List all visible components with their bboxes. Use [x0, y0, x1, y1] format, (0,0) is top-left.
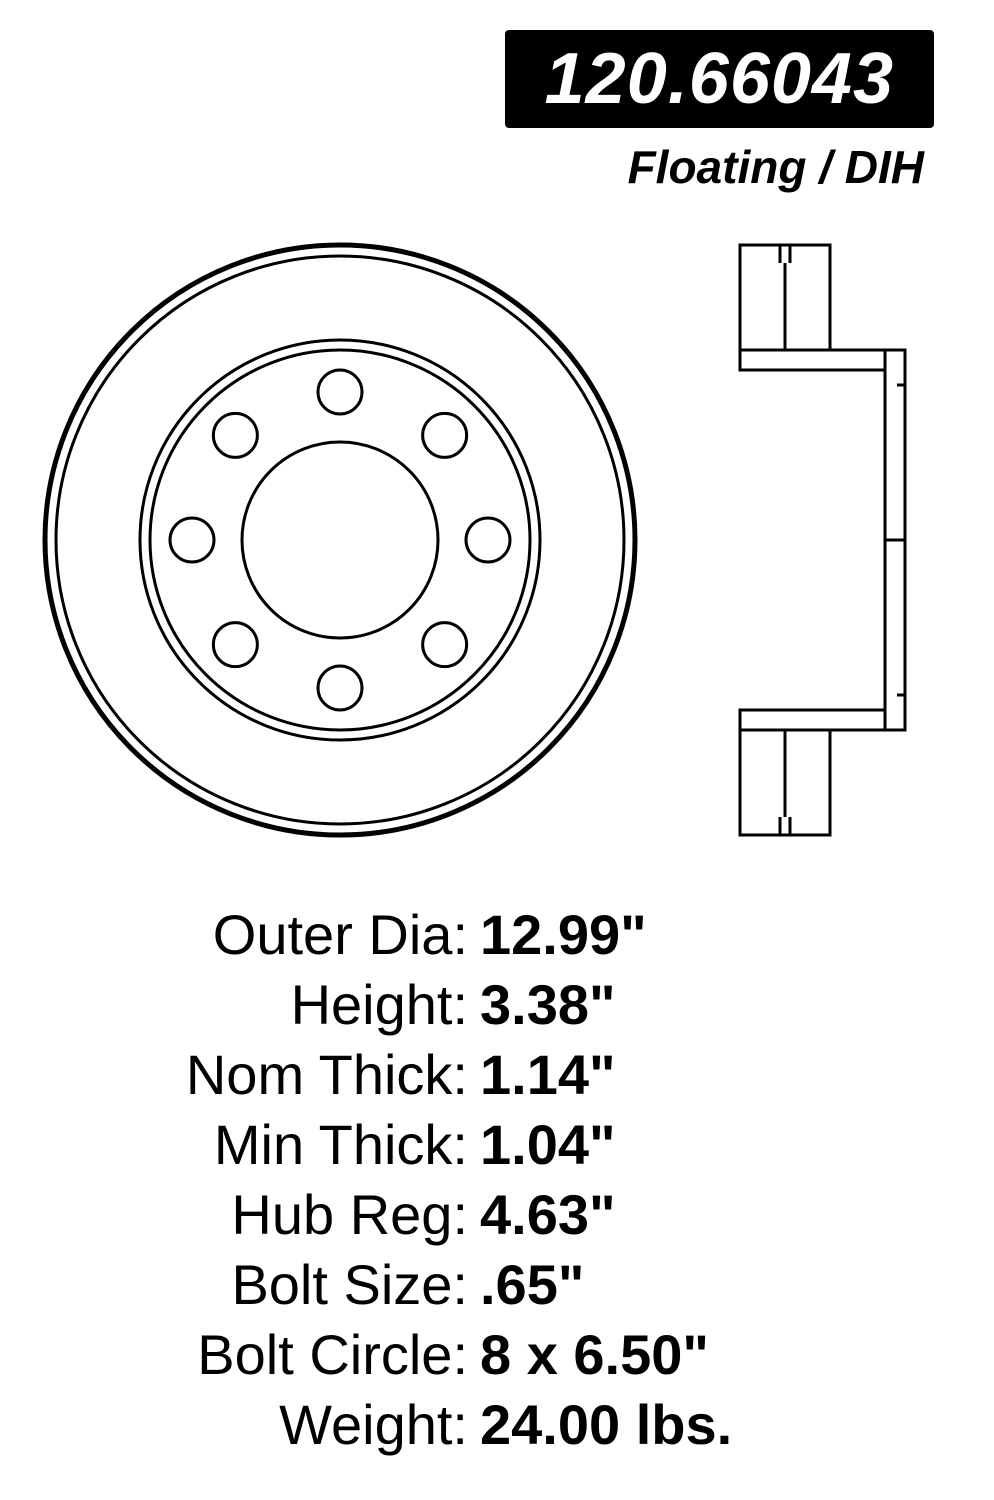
specs-table: Outer Dia:12.99"Height:3.38"Nom Thick:1.…: [0, 900, 994, 1460]
spec-label: Nom Thick:: [0, 1040, 480, 1110]
spec-value: 1.04": [480, 1110, 616, 1180]
spec-value: 12.99": [480, 900, 647, 970]
spec-row: Nom Thick:1.14": [0, 1040, 994, 1110]
spec-label: Height:: [0, 970, 480, 1040]
spec-label: Hub Reg:: [0, 1180, 480, 1250]
spec-label: Outer Dia:: [0, 900, 480, 970]
spec-label: Min Thick:: [0, 1110, 480, 1180]
spec-row: Min Thick:1.04": [0, 1110, 994, 1180]
technical-diagram: [0, 210, 994, 880]
subtitle-text: Floating / DIH: [628, 140, 924, 194]
spec-label: Bolt Size:: [0, 1250, 480, 1320]
spec-row: Weight:24.00 lbs.: [0, 1390, 994, 1460]
spec-value: 24.00 lbs.: [480, 1390, 732, 1460]
spec-value: 1.14": [480, 1040, 616, 1110]
spec-value: 3.38": [480, 970, 616, 1040]
spec-value: 4.63": [480, 1180, 616, 1250]
spec-row: Height:3.38": [0, 970, 994, 1040]
spec-row: Bolt Circle:8 x 6.50": [0, 1320, 994, 1390]
part-number-text: 120.66043: [545, 39, 894, 119]
spec-row: Hub Reg:4.63": [0, 1180, 994, 1250]
spec-value: .65": [480, 1250, 584, 1320]
page-root: 120.66043 Floating / DIH Outer Dia:12.99…: [0, 0, 994, 1500]
spec-row: Outer Dia:12.99": [0, 900, 994, 970]
spec-value: 8 x 6.50": [480, 1320, 709, 1390]
spec-label: Weight:: [0, 1390, 480, 1460]
spec-row: Bolt Size:.65": [0, 1250, 994, 1320]
spec-label: Bolt Circle:: [0, 1320, 480, 1390]
part-number-box: 120.66043: [505, 30, 934, 128]
